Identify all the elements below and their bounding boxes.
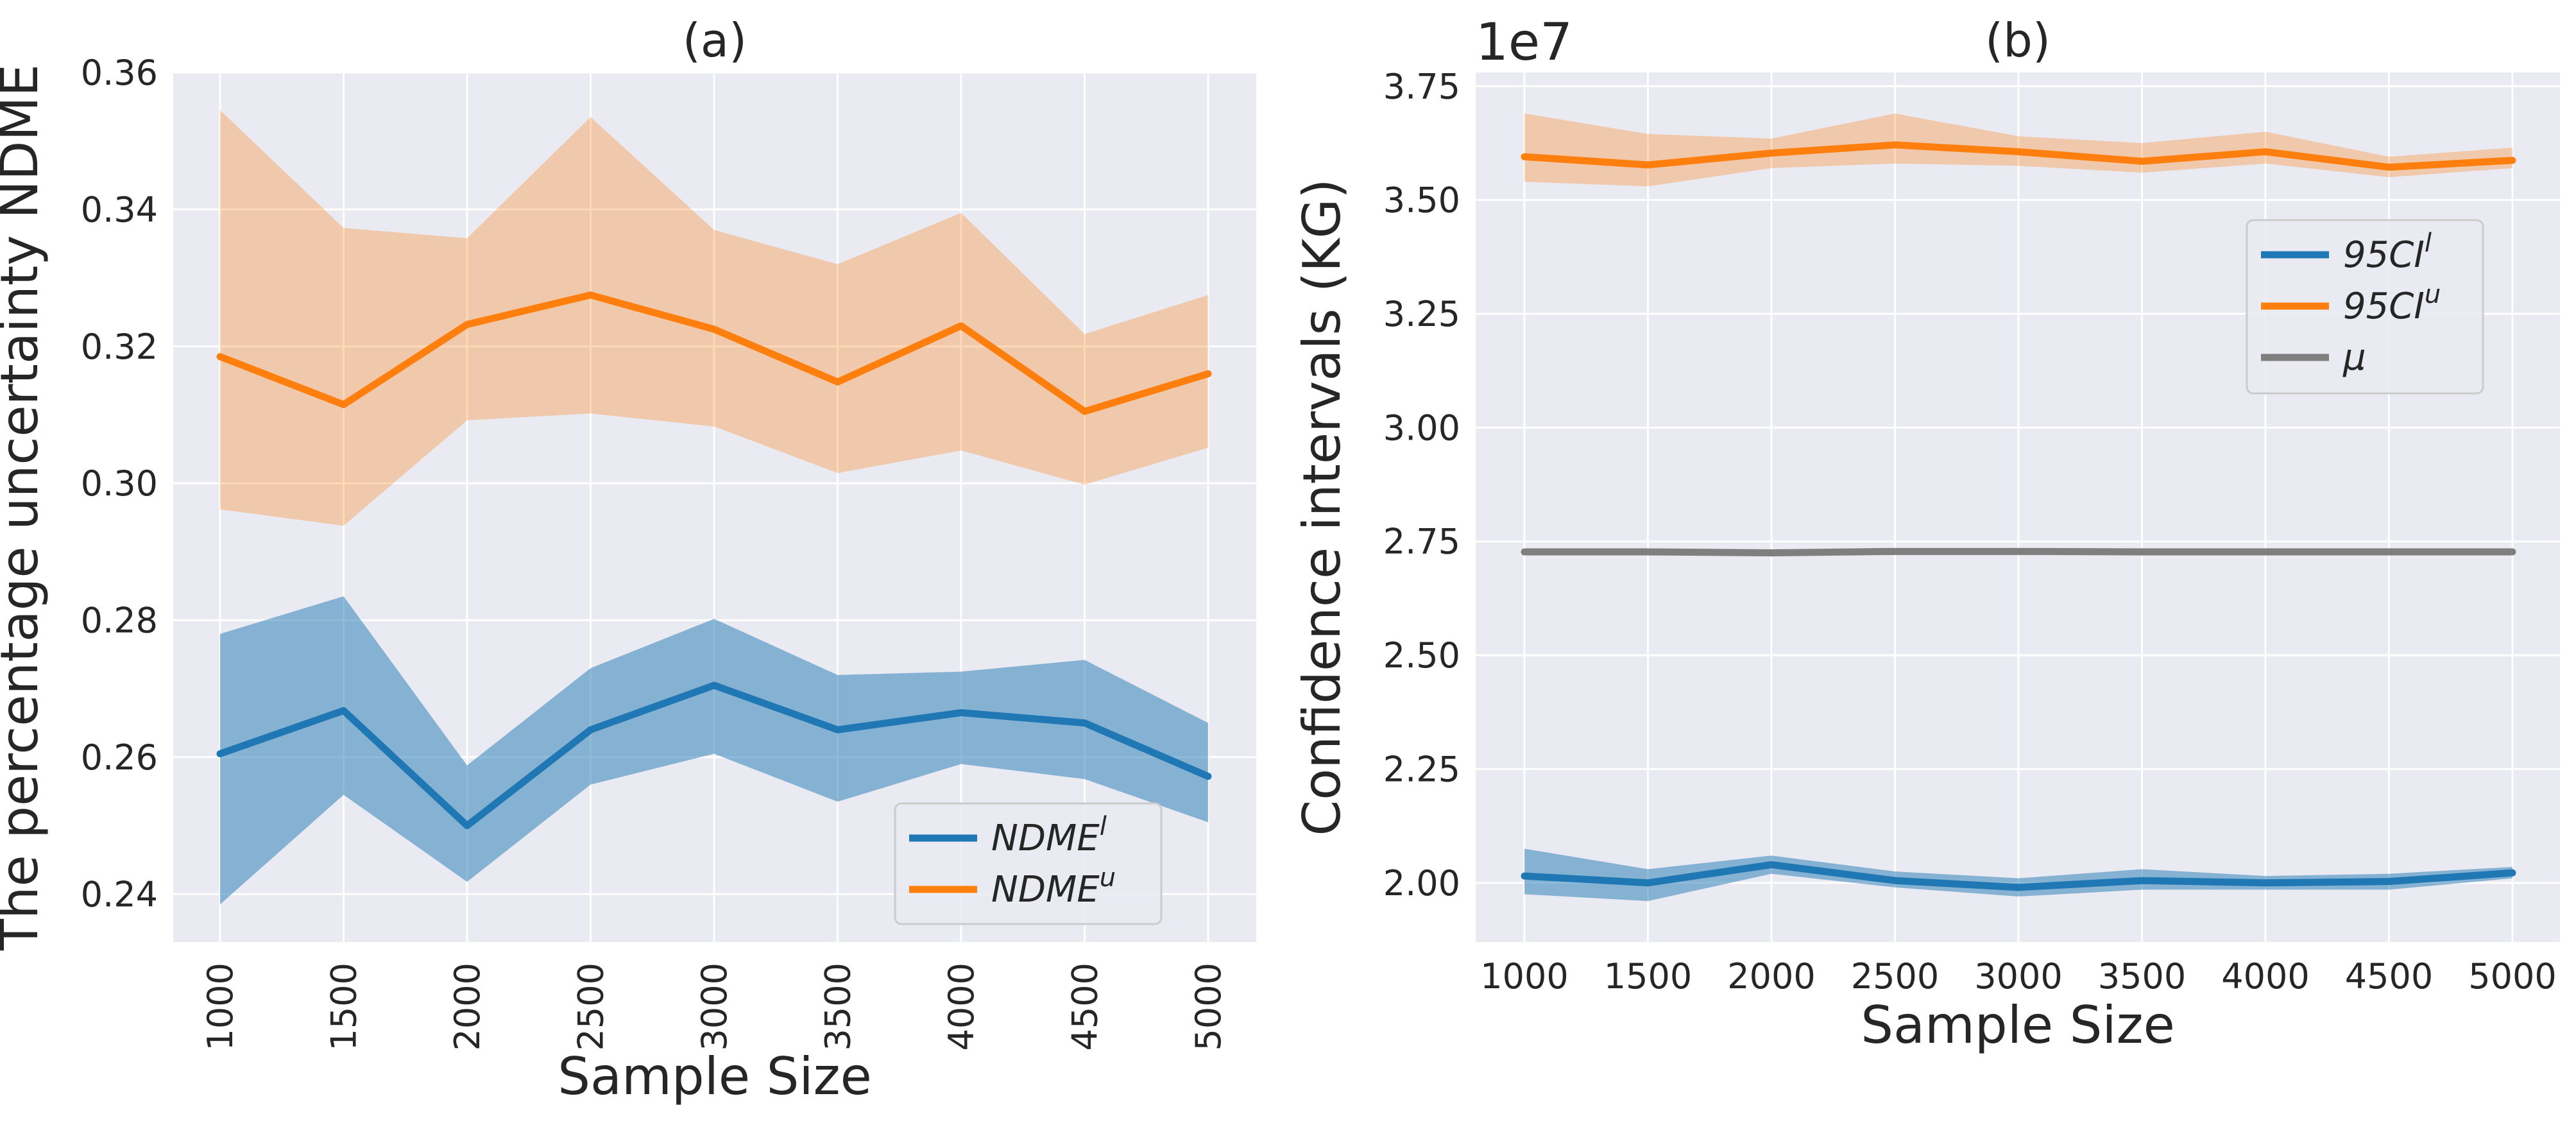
x-tick-label: 3000: [1974, 956, 2062, 997]
x-tick-label: 2000: [447, 963, 488, 1050]
y-axis-label: Confidence intervals (KG): [1292, 178, 1352, 836]
y-tick-label: 0.32: [81, 327, 158, 367]
y-tick-label: 3.00: [1383, 407, 1460, 448]
series-line: [1521, 141, 2516, 171]
x-tick-label: 4500: [2345, 956, 2433, 997]
legend-label: μ: [2342, 337, 2366, 379]
series-line: [216, 291, 1212, 415]
y-tick-label: 2.00: [1383, 863, 1460, 904]
panel-title: (b): [1985, 13, 2051, 67]
series-line: [216, 682, 1212, 830]
legend-label: NDMEu: [991, 863, 1116, 911]
x-tick-label: 2000: [1727, 956, 1815, 997]
y-tick-label: 2.75: [1383, 522, 1460, 562]
y-tick-label: 0.28: [81, 601, 158, 641]
series-line: [1521, 547, 2516, 556]
x-axis-label: Sample Size: [1861, 995, 2175, 1055]
x-tick-label: 5000: [2468, 956, 2556, 997]
y-tick-label: 3.75: [1383, 66, 1460, 107]
x-tick-label: 1500: [324, 963, 364, 1050]
confidence-band: [220, 110, 1208, 526]
y-tick-label: 0.34: [81, 189, 158, 230]
y-tick-label: 0.24: [81, 874, 158, 914]
y-tick-label: 0.36: [81, 53, 158, 93]
x-tick-label: 1500: [1604, 956, 1692, 997]
y-tick-label: 2.25: [1383, 749, 1460, 789]
legend-label: 95CIl: [2343, 228, 2432, 276]
y-tick-label: 3.25: [1383, 294, 1460, 334]
x-tick-label: 2500: [571, 963, 611, 1050]
y-tick-label: 2.50: [1383, 635, 1460, 676]
x-axis-label: Sample Size: [558, 1047, 872, 1106]
x-tick-label: 1000: [200, 963, 241, 1050]
legend-label: 95CIu: [2343, 280, 2441, 327]
y-tick-label: 0.30: [81, 463, 158, 504]
legend-frame: [2246, 219, 2484, 395]
y-tick-label: 3.50: [1383, 180, 1460, 221]
panel-title: (a): [683, 13, 747, 67]
x-tick-label: 3500: [818, 963, 858, 1050]
x-tick-label: 1000: [1480, 956, 1568, 997]
y-axis-label: The percentage uncertainty NDME: [0, 64, 49, 951]
y-offset-label: 1e7: [1476, 12, 1573, 72]
x-tick-label: 4500: [1065, 963, 1105, 1050]
grid: [1476, 73, 2560, 942]
series-line: [1521, 861, 2516, 891]
y-tick-label: 0.26: [81, 737, 158, 778]
legend-label: NDMEl: [991, 812, 1107, 859]
x-tick-label: 4000: [2221, 956, 2309, 997]
legend-frame: [894, 802, 1163, 925]
x-tick-label: 3000: [694, 963, 735, 1050]
panel-b: 2.00 2.25 2.50 2.75 3.00 3.25 3.50 3.75 1000 1500…: [1292, 12, 2560, 1055]
x-tick-label: 3500: [2098, 956, 2186, 997]
x-tick-label: 5000: [1188, 963, 1229, 1050]
panel-a: 0.24 0.26 0.28 0.30 0.32 0.34 0.36 1000 1500 2000…: [0, 13, 1256, 1106]
x-tick-label: 4000: [941, 963, 982, 1050]
x-tick-label: 2500: [1851, 956, 1939, 997]
